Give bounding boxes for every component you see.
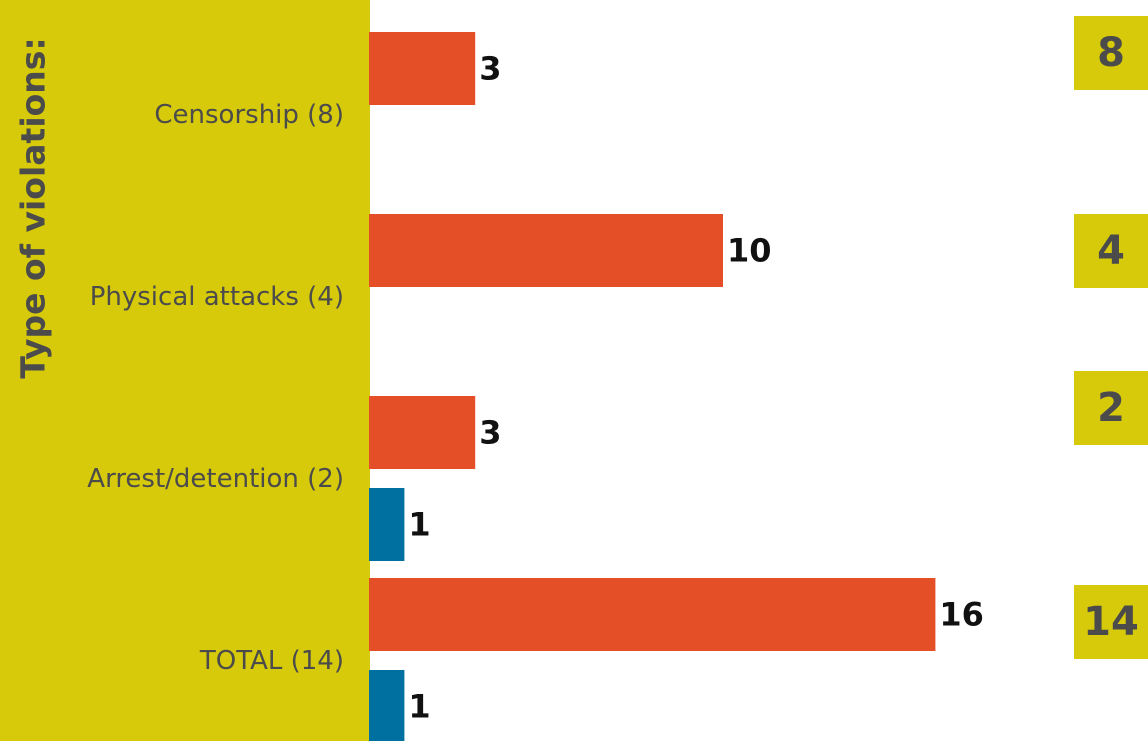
bar-value-blue-total: 1: [408, 688, 430, 726]
category-label-censorship: Censorship (8): [154, 100, 344, 130]
bar-orange-physical-attacks: [369, 214, 723, 287]
bar-value-orange-total: 16: [939, 596, 984, 634]
total-box-physical-attacks: 4: [1074, 214, 1148, 288]
category-label-panel: [0, 0, 370, 741]
bar-orange-arrest-detention: [369, 396, 476, 469]
bar-value-blue-arrest-detention: 1: [408, 506, 430, 544]
bar-value-orange-arrest-detention: 3: [479, 414, 501, 452]
category-label-total: TOTAL (14): [199, 646, 344, 676]
bar-value-orange-censorship: 3: [479, 50, 501, 88]
bar-value-orange-physical-attacks: 10: [727, 232, 772, 270]
category-label-physical-attacks: Physical attacks (4): [89, 282, 344, 312]
bar-blue-total: [369, 670, 405, 741]
bar-orange-total: [369, 578, 936, 651]
category-label-arrest-detention: Arrest/detention (2): [87, 464, 344, 494]
bar-orange-censorship: [369, 32, 476, 105]
total-box-total: 14: [1074, 585, 1148, 659]
total-box-arrest-detention: 2: [1074, 371, 1148, 445]
bar-blue-arrest-detention: [369, 488, 405, 561]
total-box-censorship: 8: [1074, 16, 1148, 90]
